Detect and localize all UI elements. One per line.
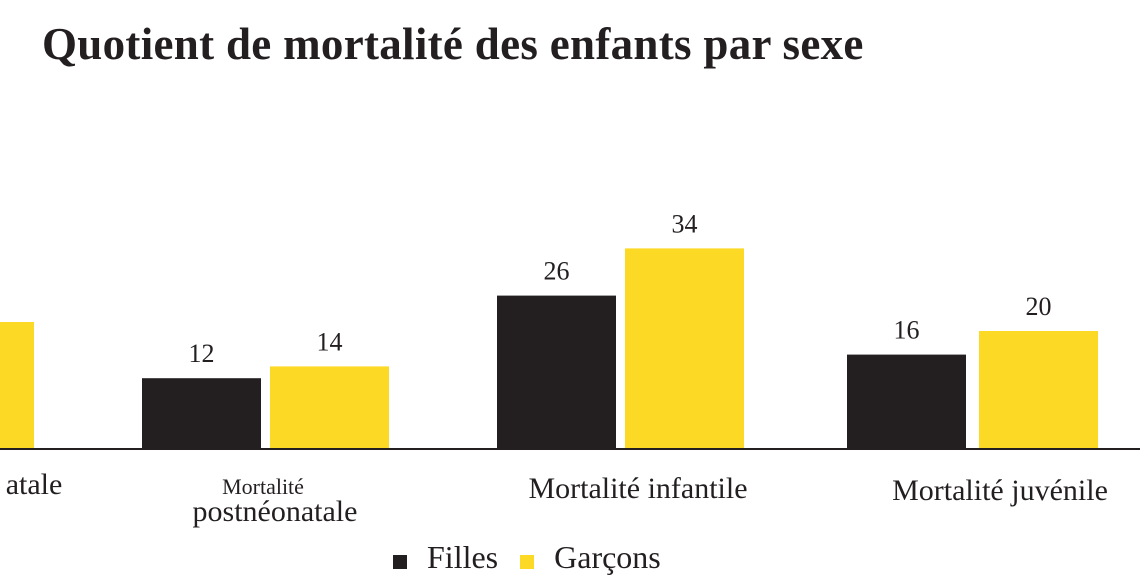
value-label-garcons-1: 14 xyxy=(317,327,343,356)
bar-garcons-3 xyxy=(979,331,1098,449)
legend-swatch-garcons xyxy=(520,554,535,569)
chart-title: Quotient de mortalité des enfants par se… xyxy=(42,19,864,69)
legend-label-filles: Filles xyxy=(427,539,499,575)
category-label-1-line1: Mortalité xyxy=(222,474,304,499)
value-labels-layer: 12 26 16 14 34 20 xyxy=(189,209,1052,368)
legend-item-filles: Filles xyxy=(393,539,498,576)
value-label-filles-3: 16 xyxy=(894,316,920,345)
legend-label-garcons: Garçons xyxy=(554,539,661,575)
legend-swatch-filles xyxy=(393,554,407,569)
value-label-filles-1: 12 xyxy=(189,339,215,368)
bars-layer xyxy=(0,248,1098,449)
category-label-2: Mortalité infantile xyxy=(528,472,747,505)
value-label-garcons-2: 34 xyxy=(672,209,698,238)
legend: Filles Garçons xyxy=(393,539,683,576)
legend-item-garcons: Garçons xyxy=(520,539,661,576)
category-label-1-line2: postnéonatale xyxy=(193,495,358,528)
bar-garcons-2 xyxy=(625,248,744,449)
bar-filles-2 xyxy=(497,295,616,449)
category-label-3: Mortalité juvénile xyxy=(892,474,1108,507)
bar-filles-3 xyxy=(847,354,966,449)
bar-filles-1 xyxy=(142,378,261,449)
bar-garcons-1 xyxy=(270,366,389,449)
value-label-filles-2: 26 xyxy=(544,257,570,286)
category-label-0: atale xyxy=(6,468,63,501)
value-label-garcons-3: 20 xyxy=(1026,292,1052,321)
bar-garcons-neonatale xyxy=(0,322,34,449)
